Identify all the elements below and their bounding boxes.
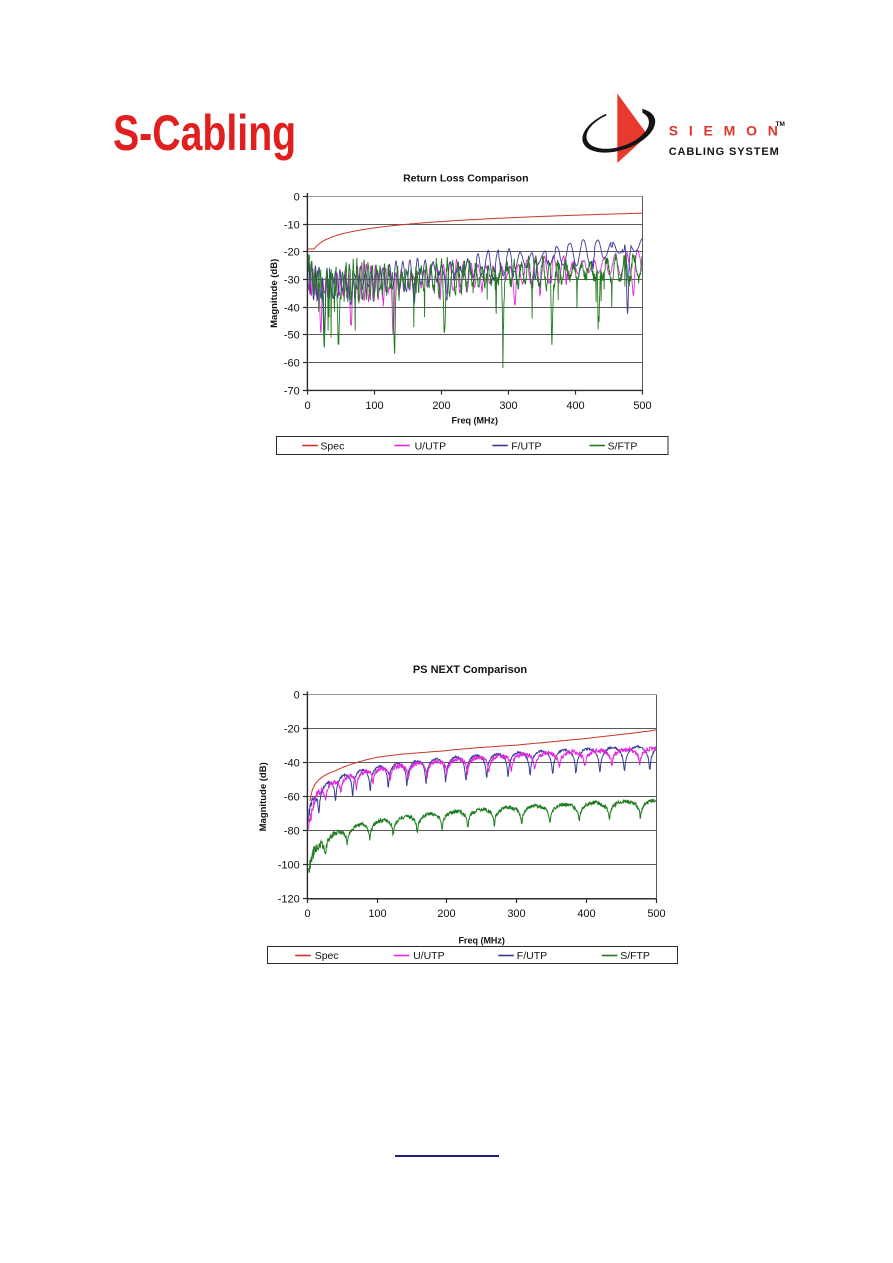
svg-text:0: 0 xyxy=(294,689,300,701)
svg-text:Magnitude (dB): Magnitude (dB) xyxy=(269,259,280,328)
svg-text:100: 100 xyxy=(365,400,383,412)
svg-text:PS NEXT Comparison: PS NEXT Comparison xyxy=(413,664,528,676)
svg-text:S/FTP: S/FTP xyxy=(608,441,638,453)
svg-text:-80: -80 xyxy=(284,825,300,837)
svg-text:200: 200 xyxy=(437,908,455,920)
svg-text:Freq (MHz): Freq (MHz) xyxy=(458,936,505,946)
svg-text:U/UTP: U/UTP xyxy=(415,441,447,453)
svg-text:500: 500 xyxy=(633,400,651,412)
svg-text:F/UTP: F/UTP xyxy=(517,950,547,962)
svg-text:-60: -60 xyxy=(284,357,300,369)
svg-text:400: 400 xyxy=(577,908,595,920)
svg-text:TM: TM xyxy=(776,121,785,128)
svg-text:400: 400 xyxy=(566,400,584,412)
svg-text:Spec: Spec xyxy=(320,441,344,453)
svg-text:300: 300 xyxy=(499,400,517,412)
svg-text:F/UTP: F/UTP xyxy=(511,441,541,453)
svg-text:-70: -70 xyxy=(284,385,300,397)
svg-text:Return Loss Comparison: Return Loss Comparison xyxy=(403,173,528,185)
svg-text:100: 100 xyxy=(368,908,386,920)
svg-text:-20: -20 xyxy=(284,246,300,258)
svg-text:CABLING SYSTEM: CABLING SYSTEM xyxy=(669,146,780,158)
svg-text:500: 500 xyxy=(647,908,665,920)
svg-text:-10: -10 xyxy=(284,219,300,231)
svg-text:-50: -50 xyxy=(284,329,300,341)
svg-text:-100: -100 xyxy=(278,859,300,871)
svg-text:0: 0 xyxy=(294,191,300,203)
svg-text:200: 200 xyxy=(432,400,450,412)
svg-text:S/FTP: S/FTP xyxy=(620,950,650,962)
svg-text:0: 0 xyxy=(304,908,310,920)
svg-text:0: 0 xyxy=(304,400,310,412)
svg-text:-20: -20 xyxy=(284,723,300,735)
svg-text:-120: -120 xyxy=(278,893,300,905)
svg-text:Magnitude (dB): Magnitude (dB) xyxy=(258,762,269,831)
svg-text:-40: -40 xyxy=(284,302,300,314)
svg-text:Freq (MHz): Freq (MHz) xyxy=(452,416,499,426)
svg-text:-30: -30 xyxy=(284,274,300,286)
svg-text:-60: -60 xyxy=(284,791,300,803)
svg-text:SIEMON: SIEMON xyxy=(669,123,789,139)
svg-text:U/UTP: U/UTP xyxy=(413,950,445,962)
svg-text:Spec: Spec xyxy=(315,950,339,962)
svg-text:-40: -40 xyxy=(284,757,300,769)
svg-text:300: 300 xyxy=(507,908,525,920)
